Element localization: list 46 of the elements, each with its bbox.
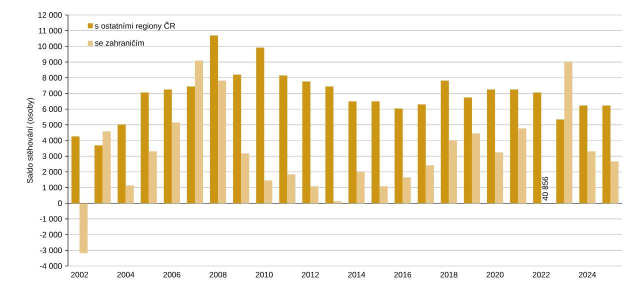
bar [126,185,134,204]
bar [448,140,457,204]
bar [287,174,296,204]
bar [71,136,80,204]
bar [510,90,518,204]
bar [440,80,449,204]
bar [602,106,610,204]
bar [302,82,310,204]
bar [94,145,103,204]
bar [356,172,365,204]
bar [472,133,480,204]
bar [218,80,226,204]
bar [610,161,619,204]
bar [256,48,264,204]
bar [426,165,434,204]
bar [102,131,111,204]
bar [140,92,149,204]
bar [233,74,242,204]
bar [394,108,403,204]
bar [587,151,596,204]
bar [310,186,318,204]
bar [418,104,426,204]
bar [148,151,157,204]
bar [495,152,504,204]
bar [264,180,272,204]
bar [325,86,334,204]
bar [579,106,588,204]
bar [210,36,218,204]
bar [556,119,564,204]
bar [194,60,204,204]
bar [164,90,172,204]
bar [118,124,126,204]
bar [402,177,411,204]
bar [172,122,180,204]
bar [533,92,542,204]
bar [486,90,496,204]
bar [380,186,388,204]
bar [372,101,380,204]
bar [348,101,357,204]
bar [564,62,572,204]
bar [518,128,526,204]
bar [241,153,250,204]
bar [186,86,195,204]
bar [464,98,472,204]
bar [279,76,288,204]
bar [80,203,88,254]
